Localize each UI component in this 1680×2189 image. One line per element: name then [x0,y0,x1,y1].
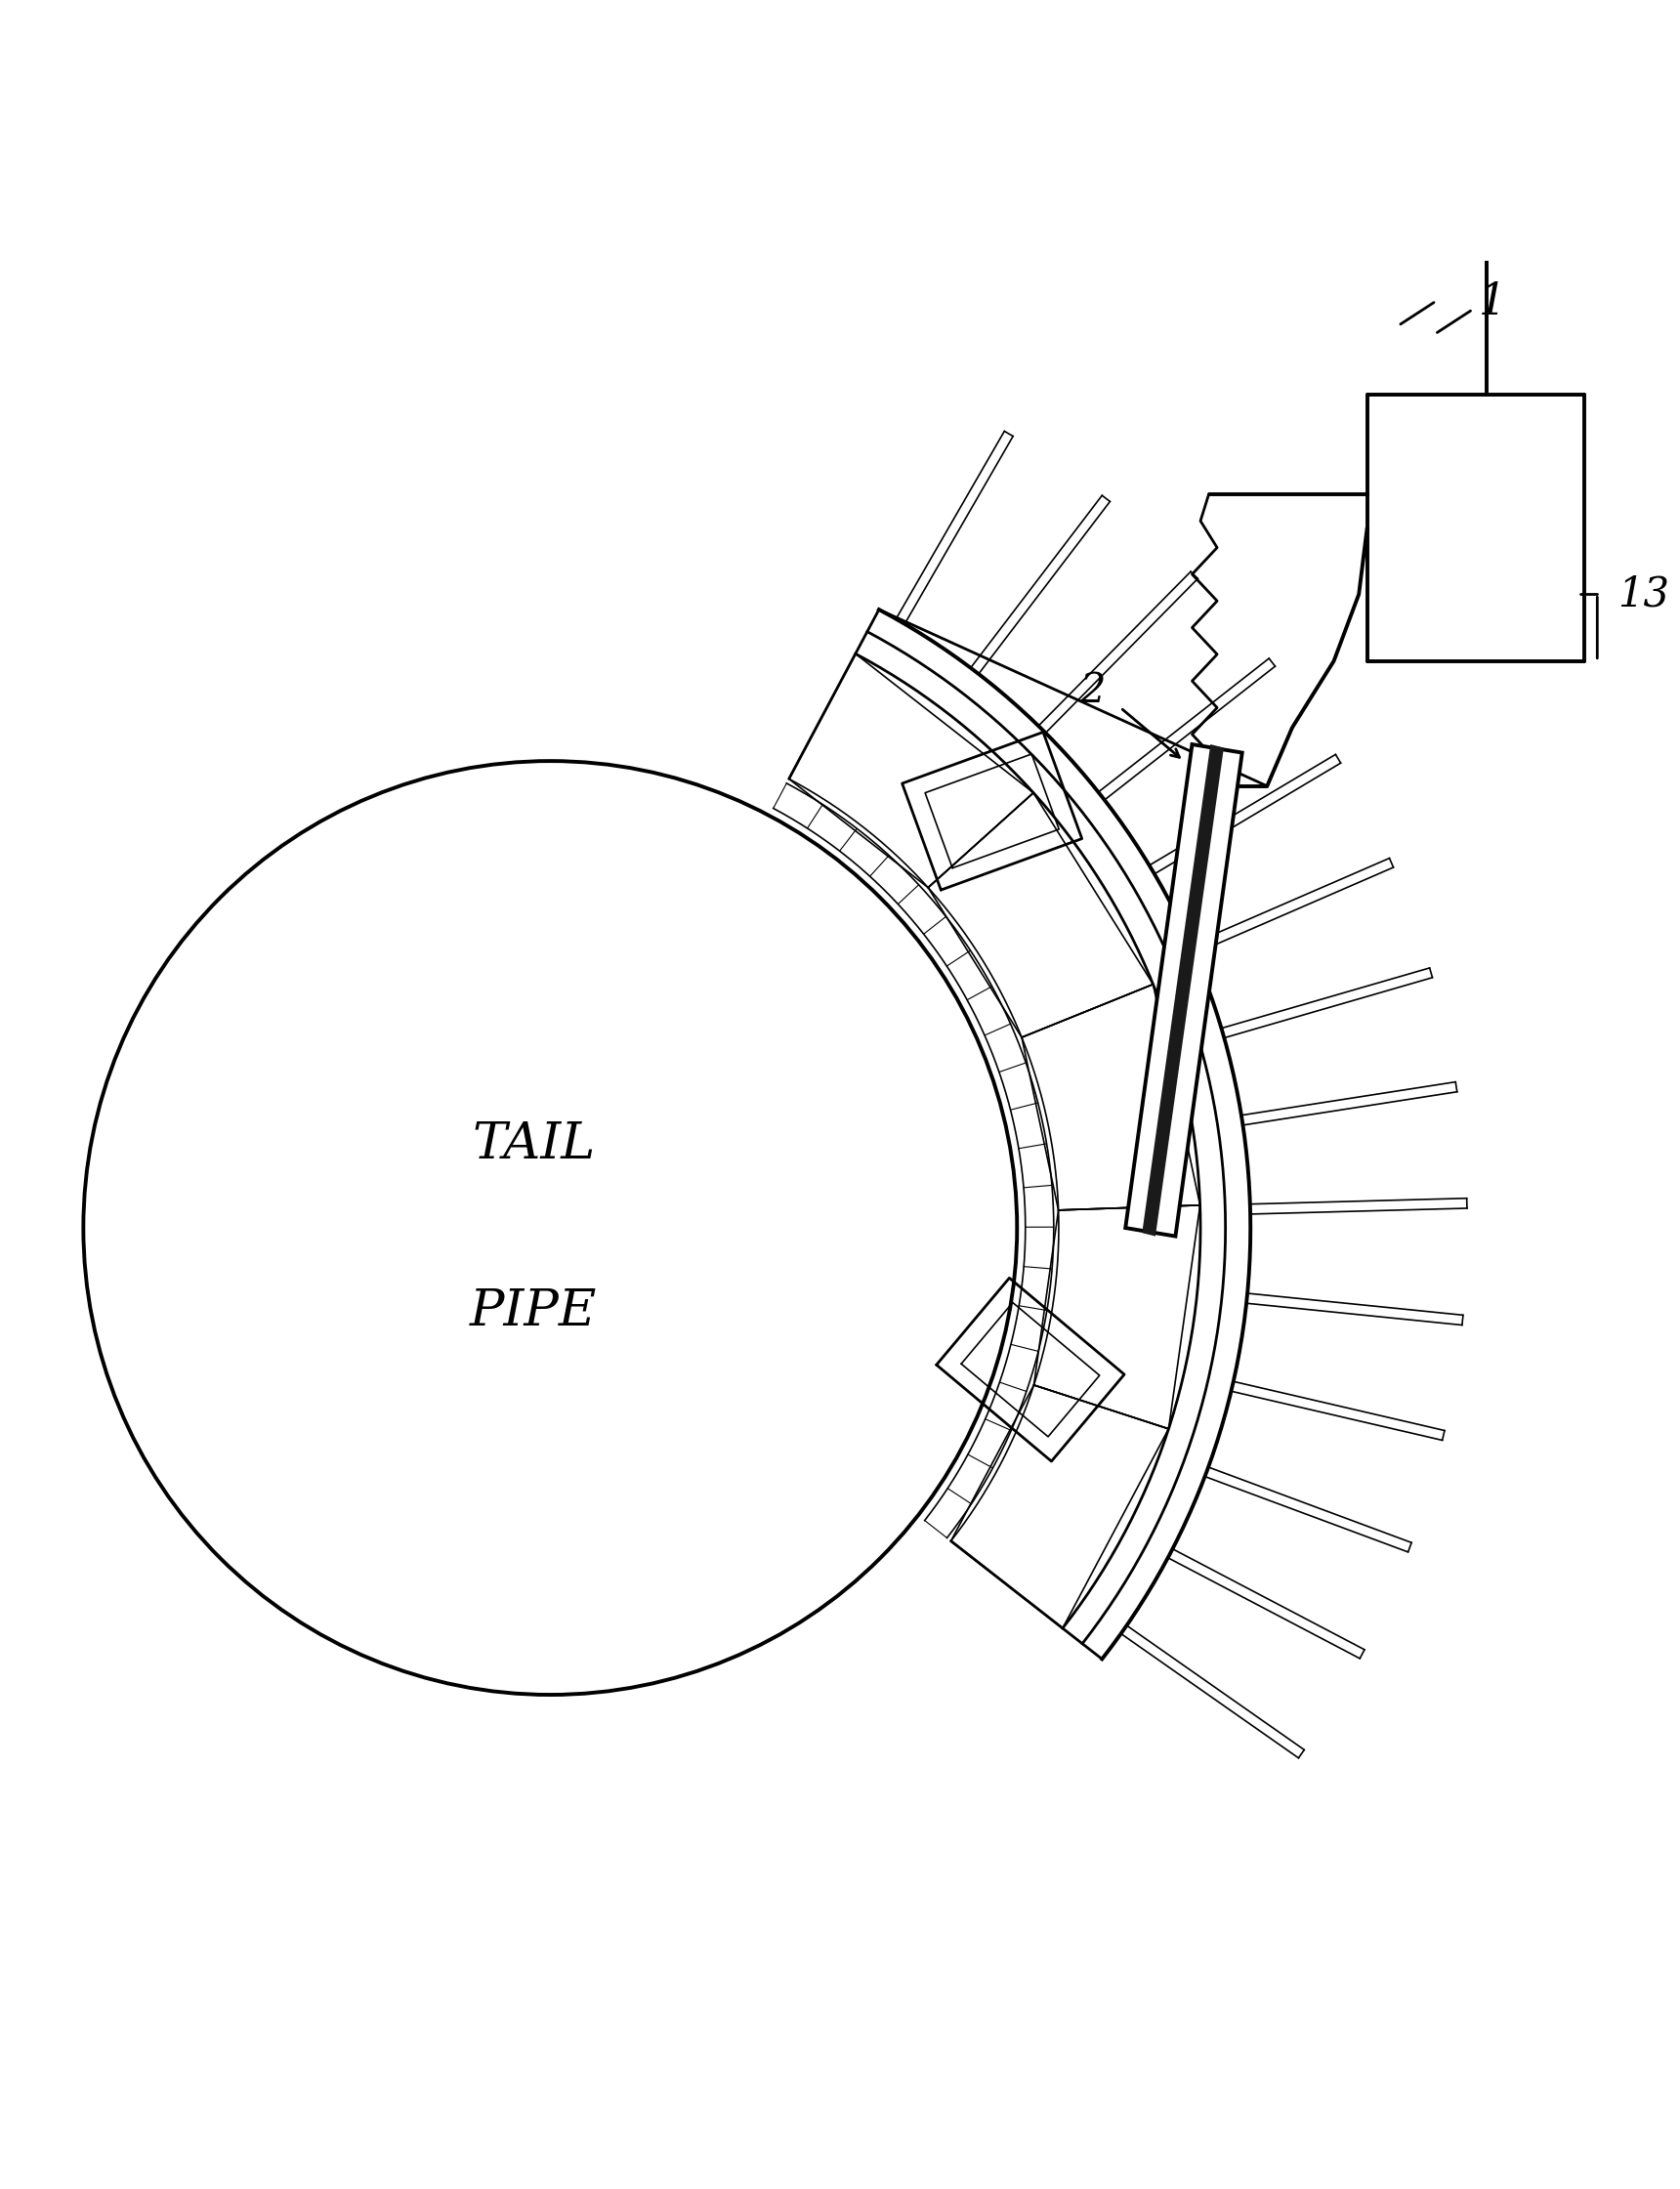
Text: 2: 2 [1079,670,1105,711]
Text: TAIL: TAIL [472,1119,595,1169]
Polygon shape [1126,744,1242,1237]
Polygon shape [1142,744,1223,1237]
Text: 13: 13 [1618,574,1668,615]
Text: 1: 1 [1478,282,1505,324]
Text: PIPE: PIPE [470,1287,596,1335]
